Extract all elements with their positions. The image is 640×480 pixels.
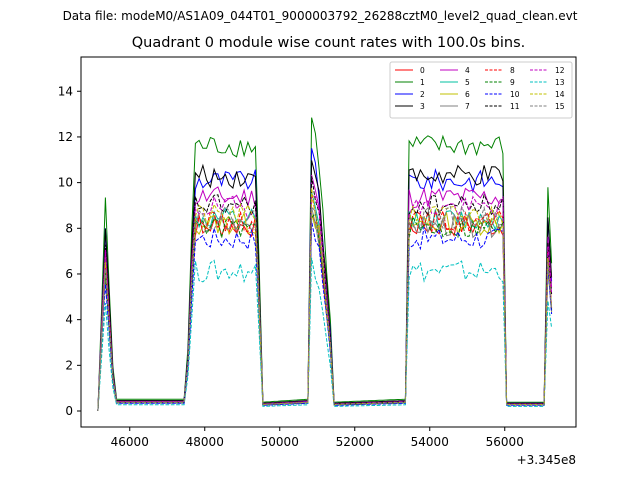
legend-label-12: 12 [555,66,565,75]
legend-label-7: 7 [465,102,470,111]
legend-label-15: 15 [555,102,565,111]
legend-label-2: 2 [420,90,425,99]
data-file-suptitle: Data file: modeM0/AS1A09_044T01_90000037… [62,9,578,23]
legend-box [389,61,573,119]
series-line-1 [97,117,553,412]
y-tick-label: 14 [58,84,73,98]
legend-label-5: 5 [465,78,470,87]
chart-title: Quadrant 0 module wise count rates with … [131,35,526,51]
legend-label-10: 10 [510,90,520,99]
y-tick-label: 0 [65,404,73,418]
legend-label-4: 4 [465,66,470,75]
legend-label-0: 0 [420,66,425,75]
legend-label-9: 9 [510,78,515,87]
series-line-13 [97,257,553,412]
legend-label-3: 3 [420,102,425,111]
legend-label-8: 8 [510,66,515,75]
series-line-3 [97,160,553,412]
x-tick-label: 46000 [111,435,149,449]
y-tick-label: 8 [65,221,73,235]
x-tick-label: 48000 [186,435,224,449]
x-tick-label: 54000 [411,435,449,449]
legend-label-14: 14 [555,90,565,99]
x-tick-label: 52000 [336,435,374,449]
legend-label-11: 11 [510,102,520,111]
axes-frame [80,56,577,428]
series-group [97,117,553,412]
x-tick-label: 56000 [486,435,524,449]
legend-label-13: 13 [555,78,565,87]
x-tick-label: 50000 [261,435,299,449]
y-tick-label: 12 [58,130,73,144]
y-tick-label: 2 [65,358,73,372]
x-offset-label: +3.345e8 [516,453,576,467]
legend-label-1: 1 [420,78,425,87]
series-line-15 [97,205,553,412]
series-line-10 [97,221,553,412]
y-tick-label: 6 [65,267,73,281]
y-tick-label: 10 [58,176,73,190]
legend-label-6: 6 [465,90,470,99]
y-tick-label: 4 [65,313,73,327]
